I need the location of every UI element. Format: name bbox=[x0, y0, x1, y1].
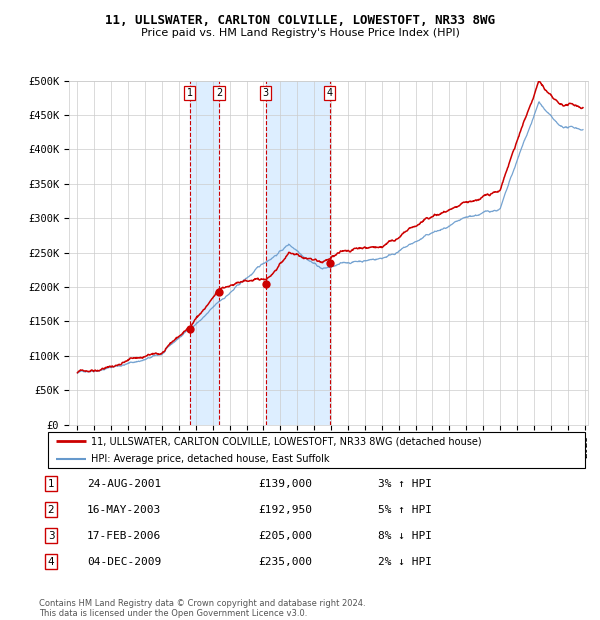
Text: 3: 3 bbox=[47, 531, 55, 541]
Text: 11, ULLSWATER, CARLTON COLVILLE, LOWESTOFT, NR33 8WG (detached house): 11, ULLSWATER, CARLTON COLVILLE, LOWESTO… bbox=[91, 436, 482, 446]
Text: 3% ↑ HPI: 3% ↑ HPI bbox=[378, 479, 432, 489]
Text: 1: 1 bbox=[47, 479, 55, 489]
Text: £139,000: £139,000 bbox=[258, 479, 312, 489]
Text: £192,950: £192,950 bbox=[258, 505, 312, 515]
Text: 16-MAY-2003: 16-MAY-2003 bbox=[87, 505, 161, 515]
Text: 11, ULLSWATER, CARLTON COLVILLE, LOWESTOFT, NR33 8WG: 11, ULLSWATER, CARLTON COLVILLE, LOWESTO… bbox=[105, 14, 495, 27]
Text: 4: 4 bbox=[47, 557, 55, 567]
Text: 24-AUG-2001: 24-AUG-2001 bbox=[87, 479, 161, 489]
Text: 2: 2 bbox=[47, 505, 55, 515]
Text: £205,000: £205,000 bbox=[258, 531, 312, 541]
Text: 8% ↓ HPI: 8% ↓ HPI bbox=[378, 531, 432, 541]
Text: HPI: Average price, detached house, East Suffolk: HPI: Average price, detached house, East… bbox=[91, 454, 329, 464]
Text: 1: 1 bbox=[187, 88, 193, 98]
Bar bbox=[190, 81, 219, 425]
Text: 4: 4 bbox=[326, 88, 333, 98]
Text: 5% ↑ HPI: 5% ↑ HPI bbox=[378, 505, 432, 515]
Text: Price paid vs. HM Land Registry's House Price Index (HPI): Price paid vs. HM Land Registry's House … bbox=[140, 28, 460, 38]
Text: 2: 2 bbox=[216, 88, 222, 98]
Text: 2% ↓ HPI: 2% ↓ HPI bbox=[378, 557, 432, 567]
Text: 04-DEC-2009: 04-DEC-2009 bbox=[87, 557, 161, 567]
Bar bbox=[266, 81, 329, 425]
Text: 3: 3 bbox=[263, 88, 269, 98]
FancyBboxPatch shape bbox=[48, 432, 585, 468]
Text: £235,000: £235,000 bbox=[258, 557, 312, 567]
Text: 17-FEB-2006: 17-FEB-2006 bbox=[87, 531, 161, 541]
Text: Contains HM Land Registry data © Crown copyright and database right 2024.
This d: Contains HM Land Registry data © Crown c… bbox=[39, 599, 365, 618]
